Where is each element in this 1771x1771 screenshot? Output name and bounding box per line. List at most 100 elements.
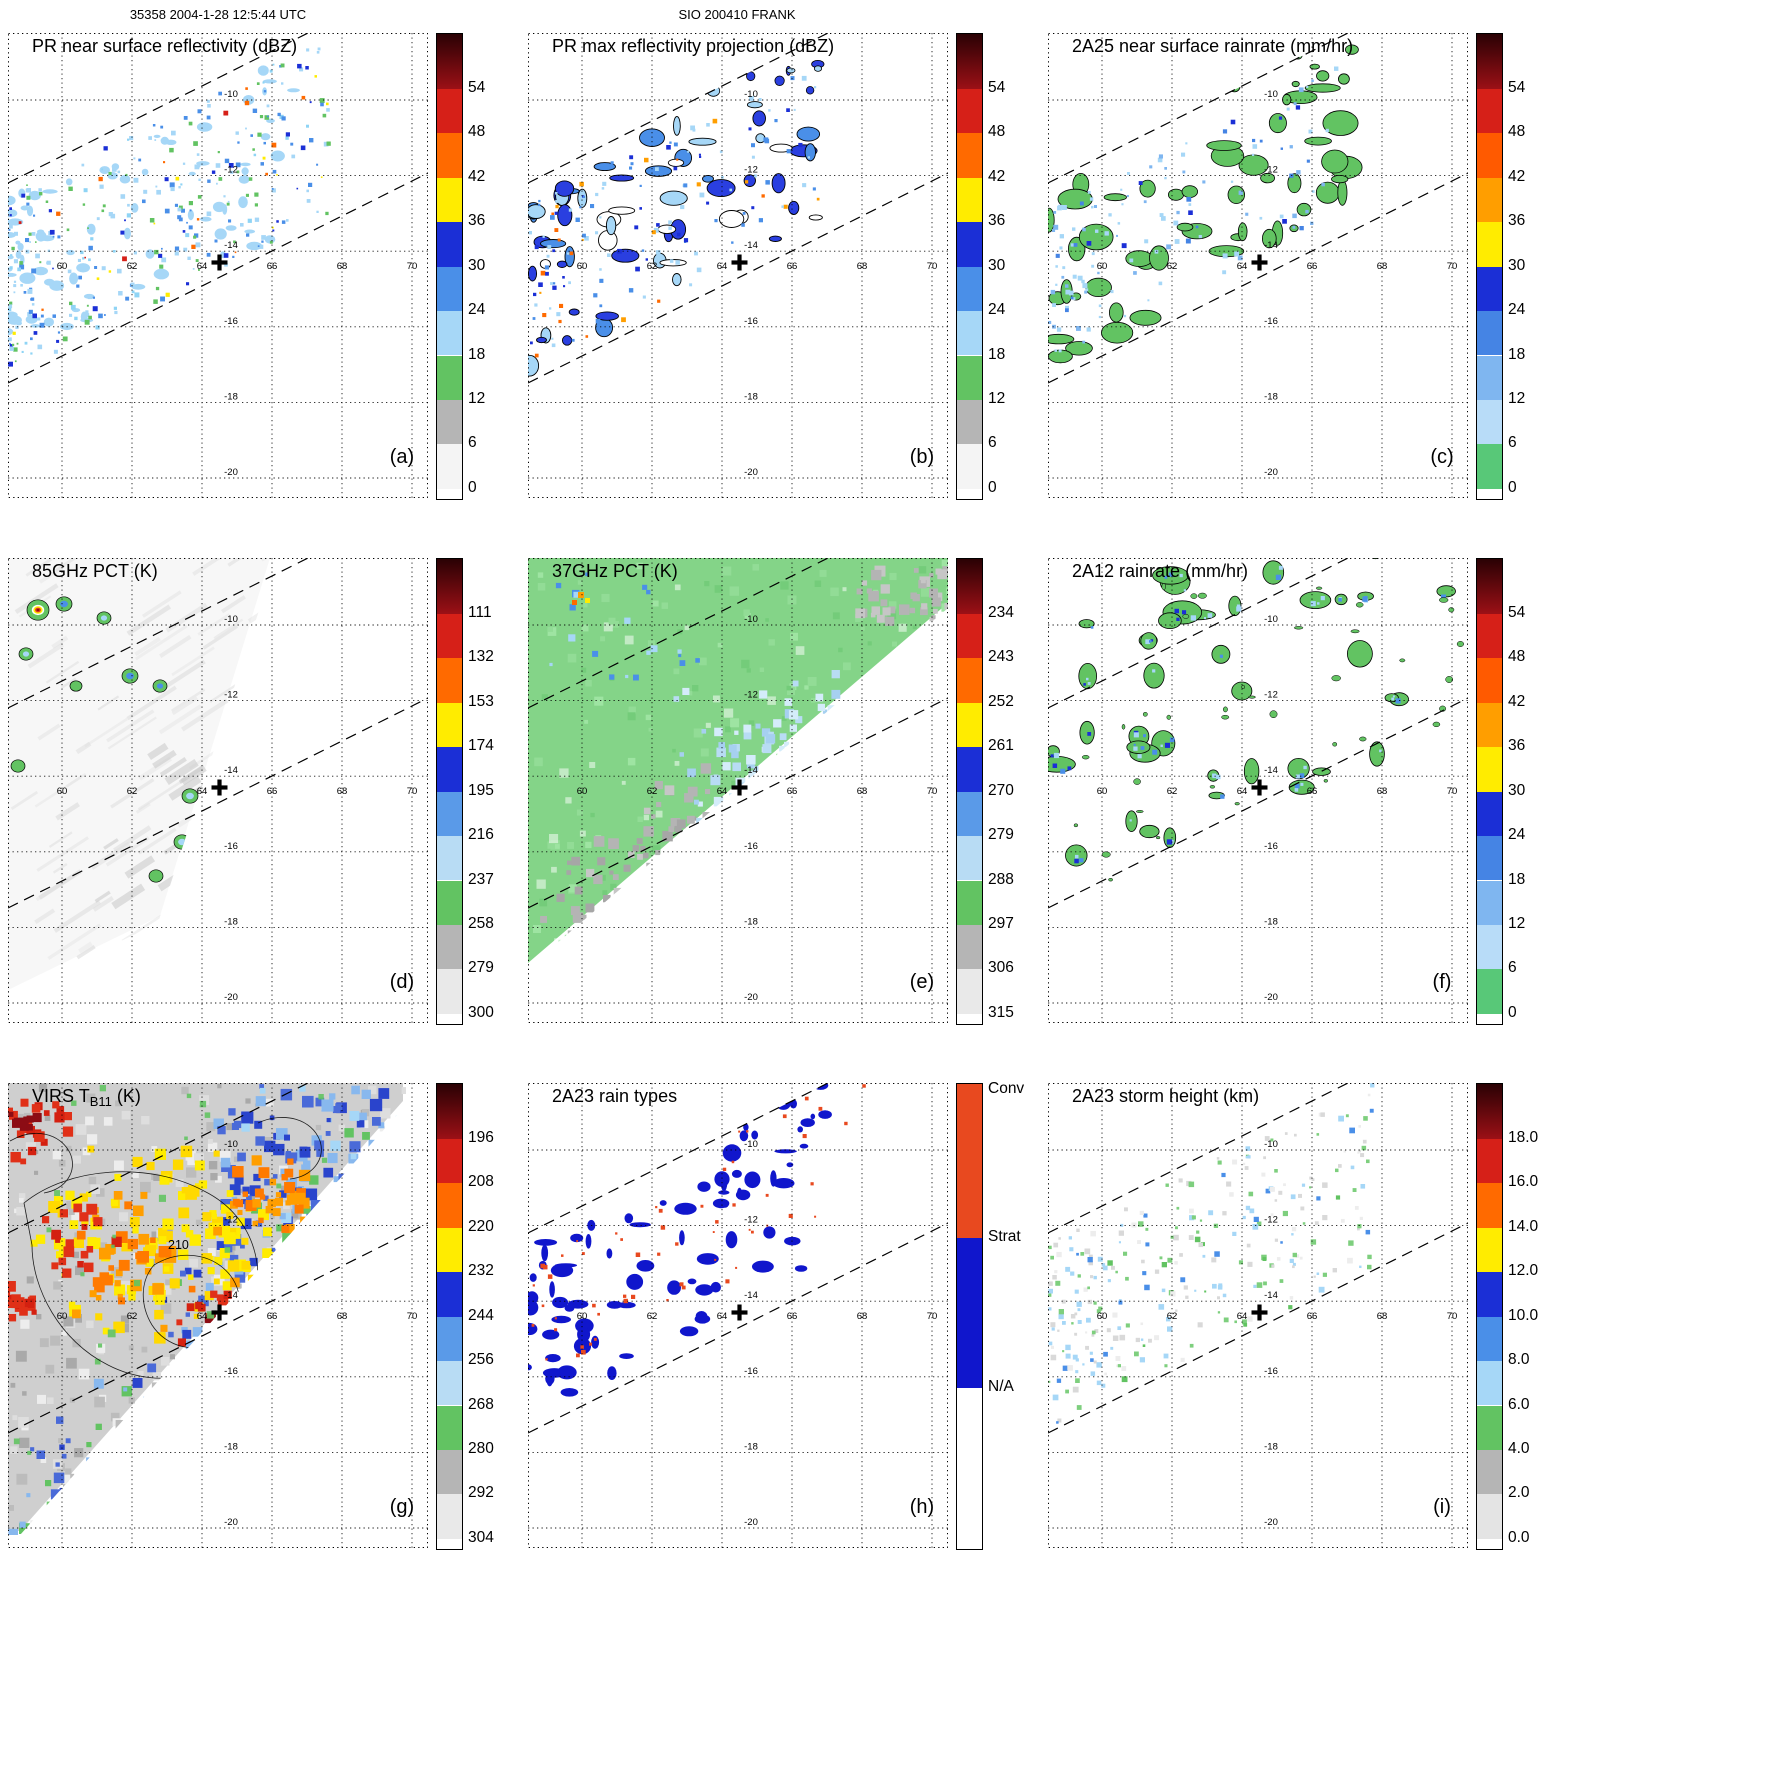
swath-edge-lines [528,1083,948,1434]
panel-title: VIRS TB11 (K) [32,1086,141,1109]
colorbar-tick-label: 10.0 [1508,1306,1539,1324]
colorbar-tick-label: 30 [1508,781,1526,799]
colorbar-segment [437,1013,462,1024]
colorbar-tick-label: 30 [1508,256,1526,274]
colorbar [1476,33,1503,500]
lat-tick-label: -10 [744,89,758,100]
colorbar-tick-label: 2.0 [1508,1484,1530,1502]
colorbar-segment [437,1138,462,1184]
swath-edge-lines [1048,558,1468,909]
colorbar-tick-label: 304 [468,1528,494,1546]
lon-tick-label: 60 [1097,1311,1108,1322]
panel-g: 210 60 62 64 66 68 70 -10 -12 -14 -16 -18 -20 VIRS TB… [8,1083,528,1553]
colorbar-tick-label: 12.0 [1508,1262,1539,1280]
lat-tick-label: -18 [744,1441,758,1452]
colorbar-segment [437,791,462,836]
lat-tick-label: -18 [1264,916,1278,927]
swath-edge-lines [8,558,428,909]
lat-tick-label: -20 [1264,992,1278,1003]
colorbar-segment [437,969,462,1014]
lon-tick-label: 70 [1447,786,1458,797]
colorbar-segment [957,880,982,925]
colorbar-tick-label: 48 [1508,648,1526,666]
lat-tick-label: -10 [224,1139,238,1150]
colorbar-tick-label: 18 [1508,345,1526,363]
lon-tick-label: 66 [1307,1311,1318,1322]
colorbar-tick-label: 8.0 [1508,1351,1530,1368]
colorbar-segment [437,1183,462,1228]
map-panel-b: 60 62 64 66 68 70 -10 -12 -14 -16 -18 -20 PR max ref… [528,33,948,498]
lat-tick-label: -18 [224,1441,238,1452]
lon-tick-label: 70 [927,261,938,272]
colorbar-segment [1477,1272,1502,1317]
panel-h: 60 62 64 66 68 70 -10 -12 -14 -16 -18 -20 2A23 rain … [528,1080,1048,1553]
colorbar-tick-label: 196 [468,1128,494,1146]
colorbar-tick-label: 256 [468,1351,494,1368]
colorbar-segment [957,1237,982,1389]
colorbar-segment [1477,266,1502,311]
colorbar-segment [1477,658,1502,703]
map-panel-a: 60 62 64 66 68 70 -10 -12 -14 -16 -18 -20 PR near su… [8,33,428,498]
data-field [1048,1083,1375,1424]
colorbar-tick-label: 4.0 [1508,1439,1530,1457]
colorbar-segment [437,747,462,792]
lat-tick-label: -16 [744,841,758,852]
colorbar-segment [437,34,462,89]
colorbar-segment [957,34,982,89]
lon-tick-label: 62 [1167,261,1178,272]
lat-tick-label: -12 [224,690,238,701]
lat-tick-label: -14 [744,765,758,776]
data-field [8,47,331,367]
colorbar-segment [437,311,462,356]
data-field [528,1083,866,1397]
colorbar-tick-label: 36 [1508,212,1526,230]
lat-tick-label: -20 [224,467,238,478]
lon-tick-label: 62 [127,786,138,797]
storm-center-cross [731,254,748,271]
colorbar-segment [957,613,982,659]
lon-tick-label: 68 [337,261,348,272]
colorbar-segment [1477,355,1502,400]
lat-tick-label: -20 [224,992,238,1003]
colorbar-tick-label: 18 [468,345,486,363]
colorbar-tick-label: 12 [988,389,1006,407]
contour-label-210: 210 [168,1238,189,1252]
lat-tick-label: -12 [744,165,758,176]
colorbar-tick-label: 6.0 [1508,1395,1530,1413]
lon-tick-label: 68 [1377,261,1388,272]
colorbar-tick-label: 288 [988,870,1014,888]
colorbar-tick-label: 48 [468,123,486,141]
colorbar-tick-label: 0.0 [1508,1528,1530,1546]
grid-lines [1048,1083,1468,1548]
lon-tick-label: 62 [647,1311,658,1322]
colorbar-tick-label: 48 [988,123,1006,141]
lon-tick-label: 60 [57,1311,68,1322]
colorbar [436,1083,463,1550]
lat-tick-label: -14 [224,765,238,776]
lat-tick-label: -18 [224,916,238,927]
swath-edge-lines [528,558,948,909]
lon-tick-label: 60 [57,786,68,797]
panel-i: 60 62 64 66 68 70 -10 -12 -14 -16 -18 -20 2A23 storm… [1048,1083,1568,1553]
colorbar-segment [1477,613,1502,659]
colorbar-tick-label: 252 [988,692,1014,710]
data-field [1048,558,1464,882]
lat-tick-label: -16 [224,316,238,327]
colorbar-category-label: Conv [988,1080,1025,1097]
colorbar-tick-label: 30 [468,256,486,274]
lat-tick-label: -16 [1264,841,1278,852]
grid-lines [1048,558,1468,1023]
colorbar-tick-label: 36 [468,212,486,230]
colorbar-segment [1477,1183,1502,1228]
lon-tick-label: 68 [337,786,348,797]
lat-tick-label: -20 [744,467,758,478]
lon-tick-label: 64 [197,261,208,272]
grid-lines [1048,33,1468,498]
lon-tick-label: 66 [267,261,278,272]
lat-tick-label: -20 [1264,467,1278,478]
lat-tick-label: -12 [224,1215,238,1226]
colorbar-segment [1477,969,1502,1014]
lat-tick-label: -16 [744,316,758,327]
colorbar-segment [437,488,462,499]
panel-title: 37GHz PCT (K) [552,561,678,581]
